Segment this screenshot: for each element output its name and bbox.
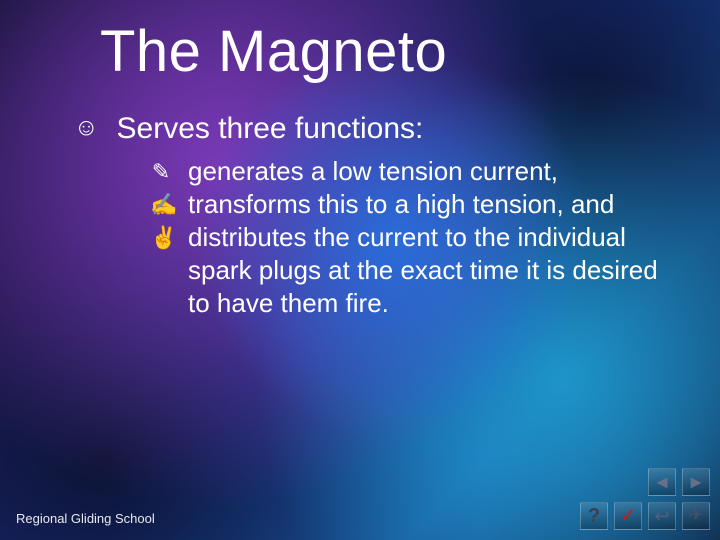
list-item-text: generates a low tension current, [188, 155, 558, 188]
prev-button[interactable]: ◄ [648, 468, 676, 496]
triangle-left-icon: ◄ [653, 473, 671, 491]
list-item-text: transforms this to a high tension, and [188, 188, 614, 221]
return-button[interactable]: ↩ [648, 502, 676, 530]
list-item-text: distributes the current to the individua… [188, 221, 680, 320]
nav-row-top: ◄ ► [648, 468, 710, 496]
plane-icon: ✈ [689, 508, 702, 524]
help-button[interactable]: ? [580, 502, 608, 530]
return-icon: ↩ [654, 507, 669, 525]
question-icon: ? [588, 506, 600, 526]
next-button[interactable]: ► [682, 468, 710, 496]
list-item: ✌ distributes the current to the individ… [150, 221, 680, 320]
smiley-icon: ☺ [74, 111, 99, 145]
check-button[interactable]: ✓ [614, 502, 642, 530]
bullet-icon: ✌ [150, 221, 172, 254]
list-item: ✎ generates a low tension current, [150, 155, 680, 188]
footer-text: Regional Gliding School [16, 511, 155, 526]
check-icon: ✓ [620, 506, 637, 526]
nav-row-bottom: ? ✓ ↩ ✈ [580, 502, 710, 530]
bullet-level1: ☺ Serves three functions: [74, 111, 680, 147]
page-title: The Magneto [100, 18, 680, 85]
sub-bullet-list: ✎ generates a low tension current, ✍ tra… [150, 155, 680, 320]
list-item: ✍ transforms this to a high tension, and [150, 188, 680, 221]
slide: The Magneto ☺ Serves three functions: ✎ … [0, 0, 720, 540]
triangle-right-icon: ► [687, 473, 705, 491]
bullet-icon: ✍ [150, 188, 172, 221]
level1-text: Serves three functions: [117, 111, 424, 147]
end-button[interactable]: ✈ [682, 502, 710, 530]
bullet-icon: ✎ [150, 155, 172, 188]
